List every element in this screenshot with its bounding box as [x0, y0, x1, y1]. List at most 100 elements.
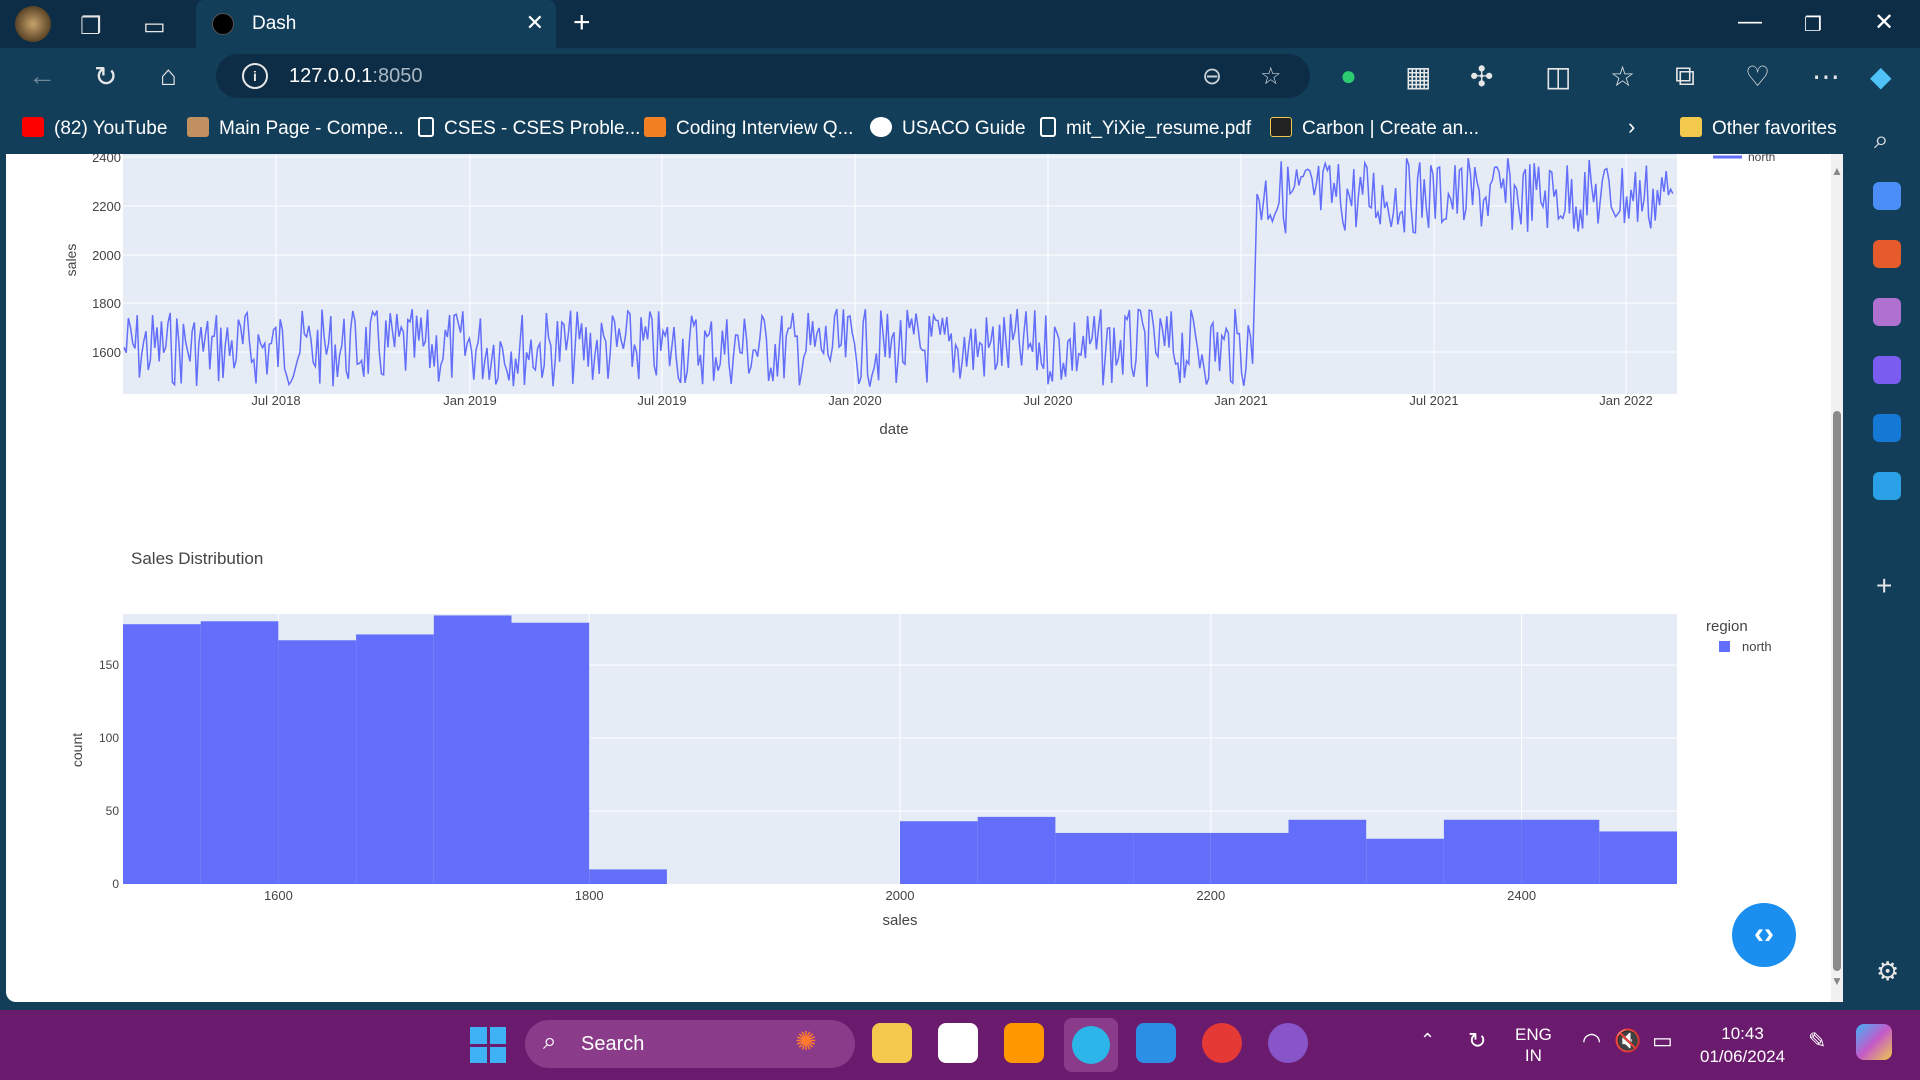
- notifications-icon[interactable]: ✎: [1808, 1028, 1827, 1053]
- histogram-bar[interactable]: [1521, 819, 1600, 884]
- speaker-muted-icon[interactable]: 🔇: [1614, 1028, 1642, 1053]
- bookmark-resume[interactable]: mit_YiXie_resume.pdf: [1040, 117, 1251, 140]
- scroll-up-arrow-icon[interactable]: ▲: [1831, 164, 1843, 178]
- bookmark-coding-interview[interactable]: Coding Interview Q...: [644, 117, 853, 140]
- histogram-bar[interactable]: [1443, 819, 1522, 884]
- carbon-icon: [1270, 117, 1292, 137]
- vscode-icon[interactable]: [1136, 1023, 1176, 1063]
- close-window-icon[interactable]: ✕: [1874, 9, 1895, 36]
- histogram-legend-north[interactable]: north: [1742, 639, 1772, 654]
- show-hidden-icons-chevron-icon[interactable]: ⌃: [1420, 1030, 1436, 1050]
- histogram-bar[interactable]: [356, 634, 434, 884]
- new-tab-icon[interactable]: +: [573, 6, 591, 39]
- settings-more-icon[interactable]: ⋯: [1812, 61, 1840, 92]
- sync-icon[interactable]: ↻: [1468, 1028, 1487, 1053]
- minimize-icon[interactable]: —: [1738, 8, 1762, 35]
- close-tab-icon[interactable]: ✕: [525, 10, 544, 35]
- split-screen-icon[interactable]: ◫: [1545, 61, 1572, 92]
- histogram-bar[interactable]: [278, 640, 357, 884]
- address-bar[interactable]: i 127.0.0.1:8050 ⊖ ☆: [216, 54, 1310, 98]
- histogram-bars: [123, 615, 1677, 884]
- search-highlight-icon: ✺: [795, 1026, 817, 1056]
- more-bookmarks-chevron-icon[interactable]: ›: [1628, 114, 1636, 139]
- title-bar: ❐ ▭ Dash ✕ + — ❐ ✕: [0, 0, 1920, 48]
- histogram-bar[interactable]: [589, 869, 667, 884]
- favorite-star-icon[interactable]: ☆: [1260, 63, 1282, 90]
- histogram-bar[interactable]: [1055, 832, 1134, 884]
- extension-color-icon[interactable]: ▦: [1405, 61, 1432, 92]
- y-tick-label: 0: [112, 877, 119, 891]
- favorites-icon[interactable]: ☆: [1610, 61, 1636, 92]
- histogram-bar[interactable]: [1210, 832, 1289, 884]
- bookmark-usaco[interactable]: USACO Guide: [870, 117, 1026, 140]
- bookmark-competitive[interactable]: Main Page - Compe...: [187, 117, 404, 140]
- tab-actions-icon[interactable]: ▭: [143, 13, 166, 40]
- histogram-bar[interactable]: [1599, 831, 1677, 884]
- copilot-icon[interactable]: ◆: [1870, 61, 1892, 92]
- battery-icon[interactable]: ▭: [1652, 1028, 1673, 1053]
- file-explorer-icon[interactable]: [872, 1023, 912, 1063]
- timeseries-y-axis-title: sales: [63, 244, 79, 277]
- x-tick-label: Jul 2019: [637, 393, 686, 408]
- x-tick-label: Jul 2021: [1409, 393, 1458, 408]
- tab-dash[interactable]: Dash ✕: [196, 0, 556, 48]
- home-icon[interactable]: ⌂: [160, 60, 177, 91]
- telegram-icon[interactable]: [1873, 472, 1901, 500]
- site-info-icon[interactable]: i: [242, 63, 268, 89]
- taskbar-search[interactable]: ⌕ Search ✺: [525, 1020, 855, 1068]
- bookmark-carbon[interactable]: Carbon | Create an...: [1270, 117, 1479, 140]
- clock[interactable]: 10:43 01/06/2024: [1700, 1022, 1785, 1068]
- workspaces-icon[interactable]: ❐: [80, 13, 102, 40]
- histogram-bar[interactable]: [977, 816, 1056, 884]
- outlook-icon[interactable]: [1873, 414, 1901, 442]
- language-indicator[interactable]: ENG IN: [1515, 1024, 1552, 1066]
- zoom-out-icon[interactable]: ⊖: [1202, 63, 1223, 90]
- copilot-pre-icon[interactable]: [1856, 1024, 1892, 1060]
- bookmark-cses[interactable]: CSES - CSES Proble...: [418, 117, 640, 140]
- shopping-tag-icon[interactable]: [1873, 182, 1901, 210]
- tools-icon[interactable]: [1873, 240, 1901, 268]
- histogram-bar[interactable]: [123, 624, 201, 884]
- y-tick-label: 150: [99, 658, 119, 672]
- refresh-icon[interactable]: ↻: [94, 61, 118, 92]
- bookmark-youtube[interactable]: (82) YouTube: [22, 117, 167, 140]
- github-desktop-icon[interactable]: [1268, 1023, 1308, 1063]
- y-tick-label: 1800: [92, 296, 121, 311]
- histogram-bar[interactable]: [1133, 832, 1211, 884]
- histogram-title: Sales Distribution: [131, 549, 263, 568]
- page-scrollbar[interactable]: ▲ ▼: [1831, 154, 1843, 1002]
- histogram-bar[interactable]: [200, 621, 279, 884]
- sidebar-settings-icon[interactable]: ⚙: [1876, 956, 1900, 986]
- edge-taskbar-slot[interactable]: [1064, 1018, 1118, 1072]
- extensions-puzzle-icon[interactable]: ✣: [1470, 61, 1494, 92]
- histogram-bar[interactable]: [1288, 819, 1367, 884]
- profile-avatar[interactable]: [15, 6, 51, 42]
- histogram-bar[interactable]: [433, 615, 512, 884]
- chrome-icon[interactable]: [1202, 1023, 1242, 1063]
- timeseries-legend-north[interactable]: north: [1748, 154, 1775, 164]
- x-tick-label: Jul 2018: [251, 393, 300, 408]
- grammarly-icon[interactable]: ●: [1340, 60, 1357, 91]
- add-sidebar-app-icon[interactable]: +: [1876, 570, 1893, 601]
- dash-devtools-toggle[interactable]: ‹›: [1732, 903, 1796, 967]
- other-favorites-folder[interactable]: Other favorites: [1680, 117, 1837, 140]
- document-icon: [418, 117, 434, 137]
- wifi-icon[interactable]: ◠: [1582, 1028, 1602, 1053]
- scroll-down-arrow-icon[interactable]: ▼: [1831, 974, 1843, 988]
- search-icon: ⌕: [543, 1028, 557, 1055]
- browser-essentials-icon[interactable]: ♡: [1745, 61, 1771, 92]
- windows-start-icon[interactable]: [470, 1027, 506, 1063]
- scrollbar-thumb[interactable]: [1833, 411, 1841, 971]
- restore-icon[interactable]: ❐: [1804, 14, 1822, 36]
- histogram-bar[interactable]: [900, 821, 978, 884]
- site-logo-icon: [187, 117, 209, 137]
- games-icon[interactable]: [1873, 298, 1901, 326]
- microsoft-store-icon[interactable]: [938, 1023, 978, 1063]
- back-arrow-icon[interactable]: ←: [28, 60, 56, 91]
- search-icon[interactable]: ⌕: [1874, 124, 1889, 154]
- sublime-text-icon[interactable]: [1004, 1023, 1044, 1063]
- histogram-bar[interactable]: [511, 622, 590, 884]
- microsoft-365-icon[interactable]: [1873, 356, 1901, 384]
- histogram-bar[interactable]: [1366, 838, 1444, 884]
- collections-icon[interactable]: ⧉: [1675, 60, 1695, 91]
